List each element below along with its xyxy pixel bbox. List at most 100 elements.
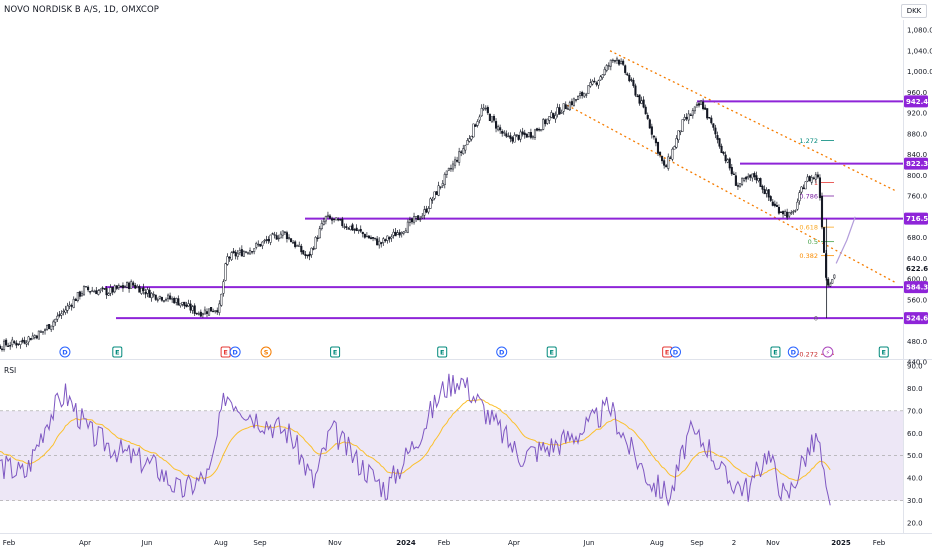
candle-body [669,157,672,159]
candle-body [499,127,502,131]
currency-button[interactable]: DKK [901,4,927,18]
symbol-title: NOVO NORDISK B A/S, 1D, OMXCOP [4,5,159,15]
price-tick-label: 560.0 [907,296,927,304]
candle-body [74,298,77,302]
candle-body [587,85,590,94]
candle-body [595,82,598,85]
event-marker[interactable] [260,346,272,358]
candle-body [738,183,742,187]
candle-body [355,227,358,231]
candle-body [743,178,746,181]
candle-body [97,290,100,295]
candle-body [706,108,709,119]
candle-body [456,159,459,162]
event-marker[interactable] [669,346,681,358]
candle-body [328,215,332,219]
candle-body [605,65,608,71]
candle-body [673,146,676,150]
candle-body [638,94,641,104]
event-marker-label: E [333,349,337,357]
candle-body [302,250,305,255]
event-marker[interactable] [112,346,123,358]
event-marker[interactable] [496,346,508,358]
candle-body [511,137,514,142]
candle-body [314,237,317,249]
candle-body [693,106,696,112]
candle-body [175,298,178,303]
candle-body [792,211,795,213]
candle-body [808,176,811,182]
event-marker[interactable] [59,346,71,358]
candle-body [790,212,793,215]
price-tick-label: 1,000.0 [907,68,932,76]
event-marker[interactable] [878,346,889,358]
candle-body [423,209,426,216]
candle-body [558,107,561,115]
rsi-tick-label: 90.0 [907,363,923,371]
candle-body [80,292,83,296]
time-tick-label: Apr [79,539,91,547]
event-marker[interactable] [437,346,448,358]
time-tick-label: Feb [873,539,886,547]
candle-body [548,116,551,121]
level-tag-label: 822.3 [906,160,928,168]
candle-body [376,238,379,246]
candle-body [722,151,725,154]
candle-body [369,237,373,239]
candle-body [310,247,313,256]
candle-body [382,238,385,243]
candle-body [60,313,63,316]
event-marker[interactable] [330,346,341,358]
event-marker[interactable] [546,346,557,358]
event-marker[interactable] [229,346,241,358]
channel-line[interactable] [609,50,896,192]
candle-body [111,287,114,293]
candle-body [497,126,500,131]
candle-body [93,291,96,293]
projection-arrow[interactable] [835,216,856,264]
candle-body [726,159,729,163]
price-tick-label: 920.0 [907,110,927,118]
candle-body [144,292,147,295]
candle-body [812,177,815,179]
candle-body [710,117,713,124]
channel-line[interactable] [566,104,896,284]
candle-body [482,107,485,110]
candle-body [640,100,643,104]
candle-body [574,99,578,101]
candle-body [386,235,389,241]
candles[interactable] [0,56,836,362]
candle-body [468,138,471,142]
event-marker[interactable] [787,346,799,358]
candle-body [199,311,202,317]
candle-body [273,234,276,236]
candle-body [572,98,575,106]
candle-body [492,116,496,121]
candle-body [661,155,664,162]
candle-body [794,210,797,212]
level-tag-label: 716.5 [906,215,928,223]
candle-body [121,285,124,289]
event-marker[interactable] [822,346,834,358]
candle-body [757,177,760,181]
candle-body [19,340,22,345]
candle-body [173,298,176,304]
candle-body [359,228,362,232]
rsi-line[interactable] [0,373,831,507]
event-marker[interactable] [770,346,781,358]
level-tag [904,281,928,294]
candle-body [367,235,370,239]
candle-body [236,253,239,257]
candle-body [552,113,555,119]
candle-body [462,148,465,155]
candle-body [248,250,252,255]
candle-body [158,295,161,299]
candle-body [566,108,569,110]
candle-body [687,113,690,121]
candle-body [505,133,508,137]
candle-body [138,286,141,293]
candle-body [234,251,237,257]
candle-body [708,116,711,119]
price-tick-label: 640.0 [907,255,927,263]
